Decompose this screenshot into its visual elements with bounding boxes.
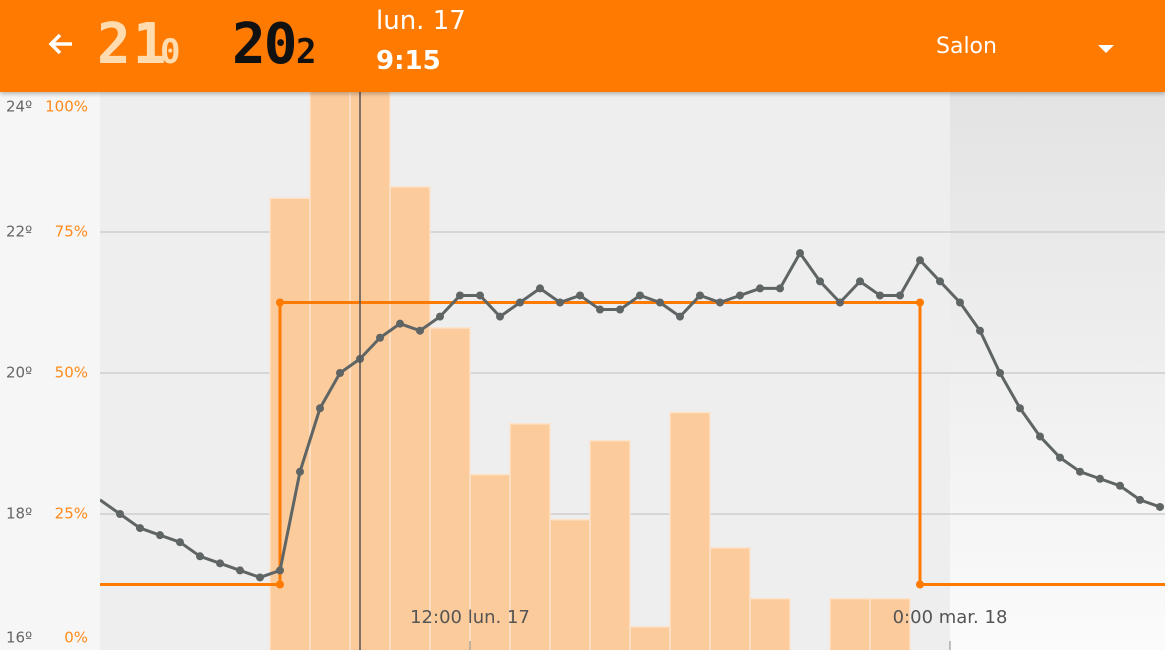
point <box>116 510 124 518</box>
point <box>156 531 164 540</box>
point <box>1096 474 1104 483</box>
point <box>736 291 744 300</box>
point <box>576 291 584 300</box>
bar <box>629 626 671 650</box>
current-temp: 20 <box>232 12 297 77</box>
point <box>756 284 764 293</box>
point <box>1156 502 1164 511</box>
point <box>996 369 1004 377</box>
point <box>916 256 924 265</box>
bar <box>389 186 431 650</box>
point <box>476 291 484 300</box>
point <box>276 298 284 307</box>
point <box>796 249 804 258</box>
point <box>916 580 924 589</box>
point <box>636 291 644 300</box>
y2-tick-label: 0% <box>64 629 88 647</box>
bar <box>749 597 791 650</box>
plot <box>100 92 1165 650</box>
dropdown-arrow[interactable] <box>1097 44 1117 56</box>
point <box>436 312 444 321</box>
point <box>656 298 664 307</box>
point <box>876 291 884 300</box>
point <box>316 404 324 413</box>
point <box>236 566 244 575</box>
point <box>676 312 684 321</box>
bar <box>549 518 591 650</box>
y2-tick-label: 75% <box>55 223 88 241</box>
bar <box>349 92 391 650</box>
y-tick-label: 22º <box>6 223 32 241</box>
point <box>936 277 944 286</box>
point <box>616 305 624 314</box>
bar <box>869 597 911 650</box>
y-tick-label: 24º <box>6 98 32 116</box>
point <box>1116 481 1124 490</box>
y-tick-label: 16º <box>6 629 32 647</box>
point <box>196 552 204 561</box>
setpoint-decimal: 0 <box>160 32 181 72</box>
point <box>1036 432 1044 441</box>
bar <box>509 423 551 650</box>
point <box>536 284 544 293</box>
axis-column <box>0 0 100 650</box>
header: 21 0 20 2 lun. 17 9:15 Salon <box>0 0 1165 92</box>
x-tick-label: 0:00 mar. 18 <box>893 607 1008 628</box>
point <box>256 573 264 582</box>
setpoint: 21 <box>97 12 169 77</box>
point <box>956 298 964 307</box>
bar <box>589 439 631 650</box>
bar <box>269 197 311 650</box>
point <box>276 580 284 589</box>
y-tick-label: 20º <box>6 364 32 382</box>
point <box>816 277 824 286</box>
bar <box>669 411 711 650</box>
y2-tick-label: 25% <box>55 505 88 523</box>
point <box>696 291 704 300</box>
point <box>596 305 604 314</box>
bar <box>709 547 751 650</box>
point <box>416 326 424 335</box>
point <box>336 369 344 377</box>
point <box>276 566 284 575</box>
point <box>496 312 504 321</box>
bar <box>829 597 871 650</box>
date: lun. 17 <box>376 6 466 36</box>
point <box>556 298 564 307</box>
point <box>896 291 904 300</box>
point <box>776 284 784 293</box>
point <box>976 326 984 335</box>
point <box>516 298 524 307</box>
back-button[interactable] <box>42 26 82 66</box>
point <box>376 333 384 342</box>
point <box>456 291 464 300</box>
point <box>1016 404 1024 413</box>
bar <box>429 327 471 650</box>
point <box>176 538 184 547</box>
point <box>836 298 844 307</box>
y-tick-label: 18º <box>6 505 32 523</box>
x-tick-label: 12:00 lun. 17 <box>410 607 530 628</box>
point <box>396 319 404 328</box>
point <box>136 524 144 533</box>
future-area <box>950 92 1165 650</box>
current-decimal: 2 <box>296 32 317 72</box>
point <box>1136 495 1144 504</box>
room-selector[interactable]: Salon <box>936 34 997 59</box>
bar <box>469 473 511 650</box>
point <box>296 467 304 476</box>
point <box>1076 467 1084 476</box>
series-line <box>100 301 1165 586</box>
point <box>1056 453 1064 462</box>
point <box>916 298 924 307</box>
point <box>216 559 224 568</box>
point <box>716 298 724 307</box>
y2-tick-label: 100% <box>45 98 88 116</box>
y2-tick-label: 50% <box>55 364 88 382</box>
point <box>856 277 864 286</box>
time: 9:15 <box>376 46 441 76</box>
